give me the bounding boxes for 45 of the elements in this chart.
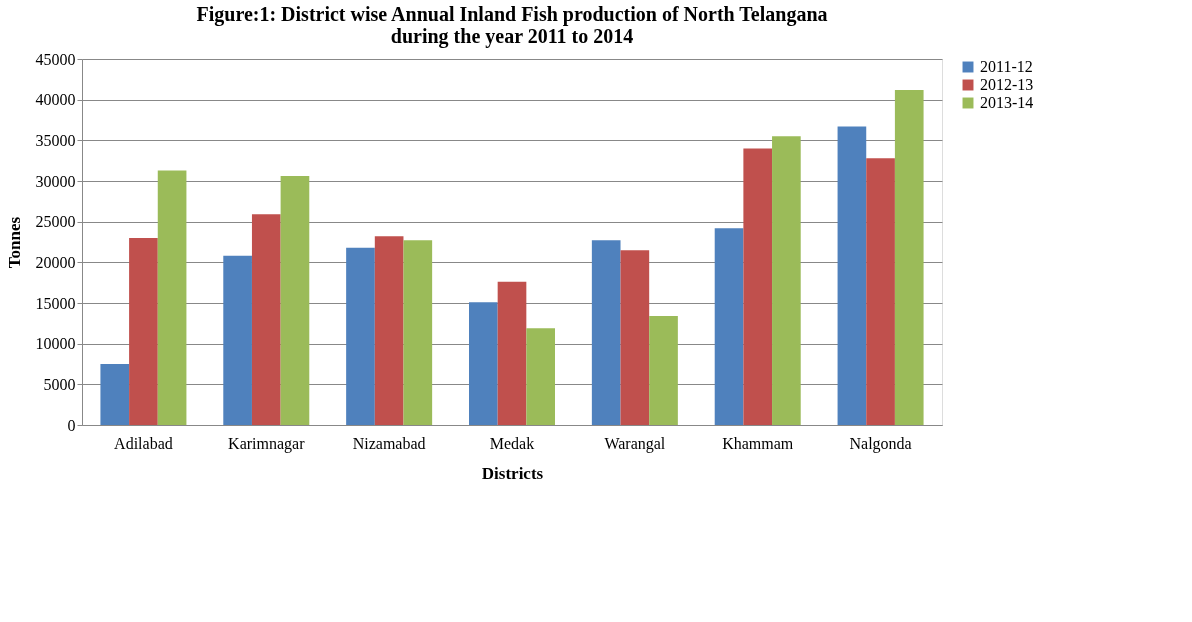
y-tick-label: 0 [67, 416, 76, 434]
x-tick-label: Medak [489, 434, 535, 452]
y-axis-title: Tonnes [4, 216, 24, 269]
bar [497, 281, 527, 425]
y-tick-label: 45000 [35, 50, 76, 68]
y-tick-label: 10000 [35, 335, 76, 353]
x-tick-label: Nizamabad [352, 434, 426, 452]
y-tick-label: 15000 [35, 294, 76, 312]
bar [280, 176, 310, 425]
bar [591, 240, 621, 425]
x-tick-label: Khammam [722, 434, 794, 452]
x-axis-title: Districts [481, 463, 544, 483]
y-tick-label: 25000 [35, 213, 76, 231]
bar [620, 250, 650, 425]
bar [894, 89, 924, 425]
legend-label: 2012-13 [980, 76, 1034, 93]
y-tick-label: 40000 [35, 91, 76, 109]
bar [714, 228, 744, 425]
bar [346, 247, 375, 425]
bar [157, 170, 187, 425]
bar [772, 136, 801, 425]
bar [129, 237, 158, 425]
text: during the year 2011 to 2014 [390, 25, 634, 47]
bar [743, 148, 773, 425]
bar [866, 158, 895, 425]
y-tick-label: 30000 [35, 172, 76, 190]
text: Figure:1: District wise Annual Inland Fish production of North Telangana [196, 3, 828, 25]
x-tick-label: Karimnagar [228, 434, 306, 453]
bar [526, 328, 555, 425]
legend-label: 2013-14 [980, 94, 1034, 111]
bar [223, 255, 252, 425]
bar [469, 302, 498, 425]
y-tick-label: 20000 [35, 253, 76, 271]
x-tick-label: Nalgonda [849, 434, 912, 453]
bar [251, 214, 281, 425]
x-tick-label: Warangal [604, 434, 666, 453]
bar [403, 240, 433, 425]
bar [649, 316, 678, 425]
legend-label: 2011-12 [980, 58, 1033, 75]
bar [100, 364, 130, 425]
y-tick-label: 35000 [35, 131, 76, 149]
bar [837, 126, 867, 425]
x-tick-label: Adilabad [114, 434, 173, 452]
y-tick-label: 5000 [43, 375, 76, 393]
bar [374, 236, 404, 425]
